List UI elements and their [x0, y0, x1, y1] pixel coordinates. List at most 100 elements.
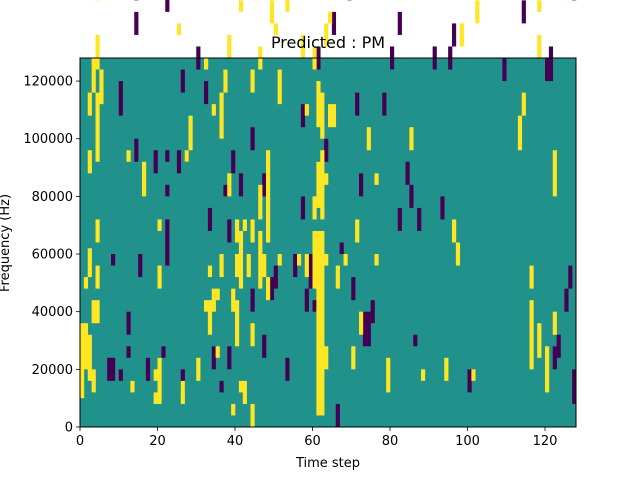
heatmap-cell-high: [153, 392, 158, 404]
heatmap-cell-high: [320, 150, 325, 220]
heatmap-cell-high: [552, 311, 557, 335]
y-tick-label: 40000: [32, 305, 73, 320]
heatmap-cell-high: [157, 357, 162, 404]
heatmap-cell-high: [374, 254, 379, 266]
heatmap-cell-low: [366, 311, 371, 347]
y-tick-label: 100000: [23, 132, 73, 147]
heatmap-cell-low: [180, 69, 185, 93]
heatmap-cell-low: [180, 369, 185, 393]
heatmap-cell-high: [231, 403, 236, 416]
heatmap-cell-high: [359, 311, 364, 335]
heatmap-cell-low: [548, 46, 554, 82]
heatmap-cell-low: [118, 369, 123, 381]
chart-title: Predicted : PM: [271, 33, 385, 52]
heatmap-cell-high: [184, 150, 189, 162]
heatmap-cell-low: [223, 184, 228, 197]
heatmap-cell-high: [87, 334, 92, 381]
heatmap-cell-low: [165, 0, 170, 12]
heatmap-cell-high: [219, 254, 224, 278]
heatmap-cell-low: [134, 11, 139, 35]
heatmap-cell-high: [250, 403, 255, 427]
heatmap-cell-high: [83, 323, 89, 370]
heatmap-cell-high: [99, 69, 104, 105]
heatmap-cell-low: [502, 58, 507, 82]
heatmap-cell-high: [87, 150, 92, 174]
heatmap-cell-low: [413, 334, 418, 347]
heatmap-cell-low: [250, 127, 255, 151]
heatmap-cell-low: [165, 150, 170, 162]
heatmap-cell-high: [157, 265, 162, 289]
heatmap-cell-high: [231, 288, 236, 312]
x-tick-label: 100: [455, 434, 480, 449]
x-axis: 0 20 40 60 80 100 120: [76, 427, 557, 449]
heatmap-cell-high: [238, 0, 244, 12]
heatmap-cell-low: [153, 150, 158, 174]
heatmap-cell-high: [324, 23, 329, 47]
heatmap-cell-high: [250, 323, 255, 347]
heatmap-cell-high: [312, 230, 317, 289]
heatmap-cell-high: [266, 277, 271, 301]
heatmap-cell-high: [297, 254, 302, 266]
heatmap-cells: [80, 0, 577, 427]
heatmap-cell-high: [277, 254, 282, 266]
heatmap-cell-high: [87, 92, 92, 116]
x-tick-label: 80: [382, 434, 399, 449]
heatmap-cell-high: [95, 265, 100, 289]
heatmap-cell-high: [277, 69, 282, 105]
heatmap-cell-high: [91, 300, 96, 324]
heatmap-cell-high: [258, 230, 263, 289]
heatmap-cell-high: [180, 380, 185, 404]
heatmap-cell-high: [529, 265, 534, 289]
heatmap-cell-low: [227, 346, 232, 370]
heatmap-cell-high: [459, 23, 464, 47]
heatmap-cell-low: [452, 23, 457, 47]
heatmap-cell-high: [537, 34, 542, 58]
heatmap-cell-high: [83, 277, 89, 289]
heatmap-cell-low: [165, 219, 170, 266]
heatmap-cell-low: [572, 369, 577, 404]
heatmap-cell-low: [204, 81, 209, 105]
y-axis-label: Frequency (Hz): [0, 194, 13, 292]
heatmap-cell-high: [273, 23, 278, 35]
heatmap-cell-low: [382, 92, 387, 116]
y-tick-label: 20000: [32, 363, 73, 378]
heatmap-cell-high: [196, 357, 201, 381]
heatmap-cell-high: [246, 254, 251, 278]
heatmap-cell-high: [258, 184, 263, 220]
heatmap-cell-low: [467, 369, 472, 393]
heatmap-cell-low: [273, 265, 278, 289]
x-tick-label: 0: [76, 434, 84, 449]
heatmap-cell-high: [537, 0, 542, 12]
heatmap-cell-high: [335, 265, 340, 289]
heatmap-cell-low: [312, 300, 317, 312]
heatmap-cell-high: [235, 300, 240, 347]
heatmap-cell-high: [126, 150, 131, 162]
heatmap-cell-low: [308, 254, 313, 289]
heatmap-cell-high: [227, 34, 232, 58]
heatmap-cell-low: [564, 288, 569, 312]
heatmap-cell-low: [126, 346, 131, 358]
heatmap-cell-high: [157, 219, 162, 231]
heatmap-cell-high: [331, 104, 337, 128]
heatmap-cell-high: [316, 161, 321, 208]
heatmap-cell-high: [215, 346, 220, 358]
heatmap-cell-high: [324, 346, 329, 370]
heatmap-cell-low: [111, 254, 116, 266]
heatmap-cell-low: [331, 11, 337, 35]
heatmap-cell-low: [339, 242, 344, 255]
heatmap-cell-high: [235, 219, 240, 243]
y-tick-label: 120000: [23, 75, 73, 90]
heatmap-cell-high: [324, 173, 329, 185]
heatmap-cell-low: [409, 184, 414, 208]
heatmap-cell-high: [366, 127, 371, 151]
heatmap-cell-low: [285, 357, 290, 381]
heatmap-cell-high: [343, 254, 348, 266]
heatmap-cell-high: [304, 104, 309, 116]
heatmap-cell-high: [475, 0, 480, 24]
heatmap-cell-low: [397, 207, 402, 231]
heatmap-cell-high: [324, 254, 329, 266]
heatmap-cell-high: [471, 369, 476, 381]
heatmap-cell-low: [111, 357, 116, 381]
heatmap-cell-low: [351, 277, 356, 301]
heatmap-cell-low: [161, 346, 166, 358]
